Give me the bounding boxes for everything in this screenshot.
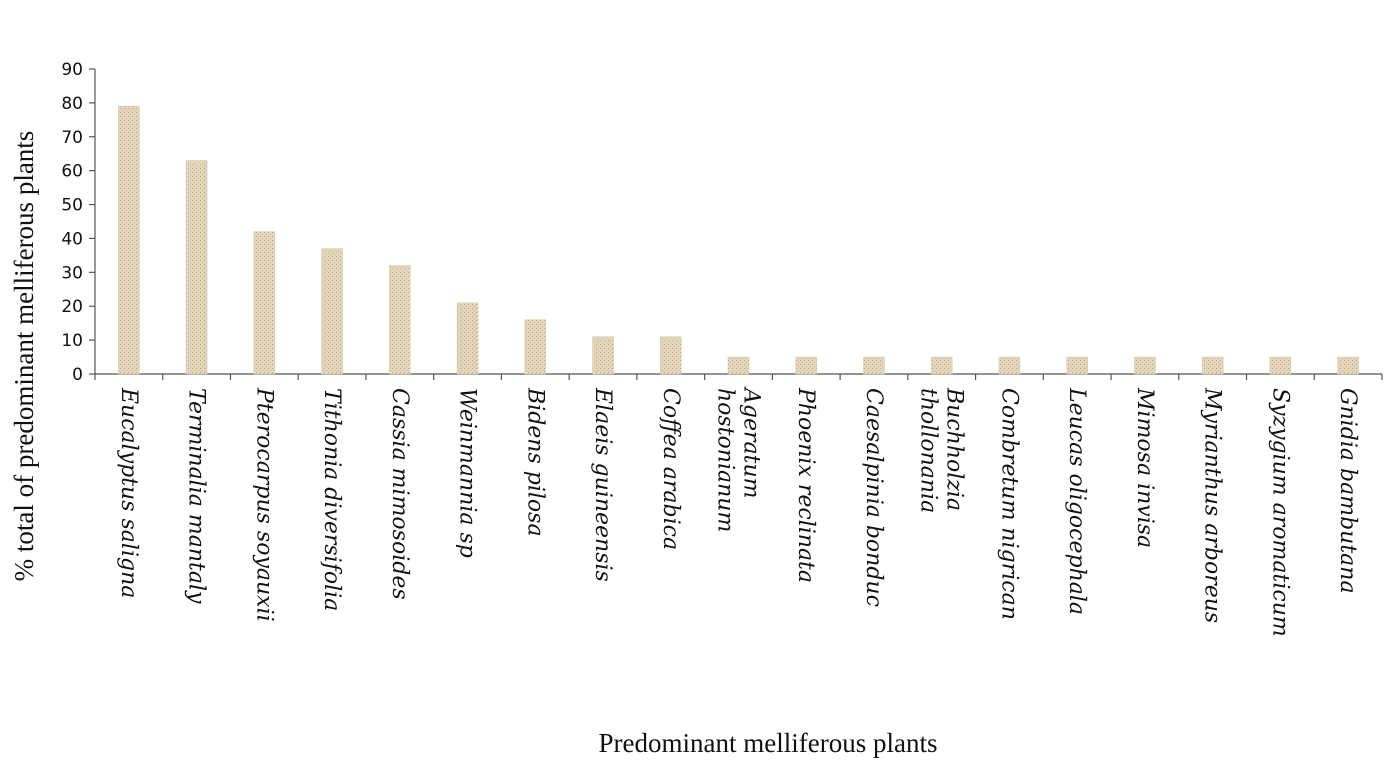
category-label-line: Bidens pilosa [522,387,547,537]
category-label-line: Ageratum [739,386,764,499]
y-tick-label: 20 [61,297,83,317]
category-label-line: Myrianthus arboreus [1200,387,1225,623]
x-axis-title: Predominant melliferous plants [599,728,938,758]
category-label-line: Eucalyptus saligna [116,387,141,598]
category-label: Leucas oligocephala [1064,387,1089,615]
bar [1066,356,1088,375]
category-label: Buchholziathollonania [916,387,967,513]
category-label: Ageratumhostonianum [713,386,764,532]
bar [253,231,276,375]
category-label-line: Mimosa invisa [1132,387,1157,548]
category-label: Bidens pilosa [522,387,547,537]
category-label: Coffea arabica [658,388,683,550]
category-label-line: Weinmannia sp [455,388,480,558]
category-label: Mimosa invisa [1132,387,1157,548]
y-axis: 0 10 20 30 40 50 60 70 80 90 [61,60,96,385]
y-tick-label: 0 [72,365,83,385]
y-tick-label: 60 [61,162,83,182]
category-label: Gnidia bambutana [1335,388,1360,594]
category-label-line: hostonianum [713,388,738,532]
bar [321,248,343,375]
bar [389,265,411,375]
y-tick-label: 50 [61,196,83,216]
bar [1269,356,1292,375]
category-label-line: Combretum nigrican [996,388,1021,620]
category-label: Pterocarpus soyauxii [251,387,276,622]
category-label: Combretum nigrican [996,388,1021,620]
category-label-line: Coffea arabica [658,388,683,550]
category-label-line: Terminalia mantaly [184,388,209,604]
bar [185,160,208,375]
category-label: Tithonia diversifolia [319,388,344,611]
bar [998,356,1021,375]
x-axis [94,373,1383,380]
bar [1134,356,1156,375]
category-label-line: Elaeis guineensis [590,387,615,582]
category-label: Cassia mimosoides [387,388,412,600]
bar [727,356,750,375]
category-label: Eucalyptus saligna [116,387,141,598]
category-label: Weinmannia sp [455,388,480,558]
bar [660,336,682,375]
y-tick-label: 10 [61,331,83,351]
category-label-line: thollonania [916,388,941,513]
category-label-line: Leucas oligocephala [1064,387,1089,615]
category-label-line: Cassia mimosoides [387,388,412,600]
bar [863,356,885,375]
category-labels: Eucalyptus saligna Terminalia mantaly Pter… [116,386,1360,637]
bar [795,356,817,375]
bar [118,106,140,375]
category-label-line: Buchholzia [942,387,967,511]
y-tick-label: 70 [61,128,83,148]
y-axis-title: % total of predominant melliferous plant… [9,131,39,582]
bar [456,302,479,375]
bar [930,356,953,375]
category-label: Caesalpinia bonduc [861,388,886,607]
y-tick-label: 30 [61,263,83,283]
category-label-line: Caesalpinia bonduc [861,388,886,607]
bar [1201,356,1224,375]
category-label: Phoenix reclinata [793,387,818,583]
category-label: Syzygium aromaticum [1267,388,1292,637]
category-label-line: Gnidia bambutana [1335,388,1360,594]
bar [1337,356,1359,375]
y-tick-label: 80 [61,94,83,114]
category-label-line: Pterocarpus soyauxii [251,387,276,622]
bar [592,336,614,375]
category-label: Terminalia mantaly [184,388,209,604]
category-label: Myrianthus arboreus [1200,387,1225,623]
y-tick-label: 40 [61,229,83,249]
bar-series [118,106,1359,375]
category-label-line: Phoenix reclinata [793,387,818,583]
category-label-line: Tithonia diversifolia [319,388,344,611]
bar [524,319,547,375]
category-label: Elaeis guineensis [590,387,615,582]
y-tick-label: 90 [61,60,83,80]
category-label-line: Syzygium aromaticum [1267,388,1292,637]
